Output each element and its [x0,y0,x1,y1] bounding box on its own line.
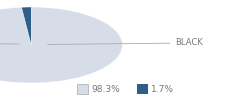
Text: 98.3%: 98.3% [91,84,120,94]
Text: WHITE: WHITE [0,38,19,48]
Text: 1.7%: 1.7% [151,84,174,94]
FancyBboxPatch shape [137,84,148,94]
FancyBboxPatch shape [77,84,88,94]
Text: BLACK: BLACK [48,38,203,48]
Wedge shape [0,7,122,83]
Wedge shape [21,7,31,45]
